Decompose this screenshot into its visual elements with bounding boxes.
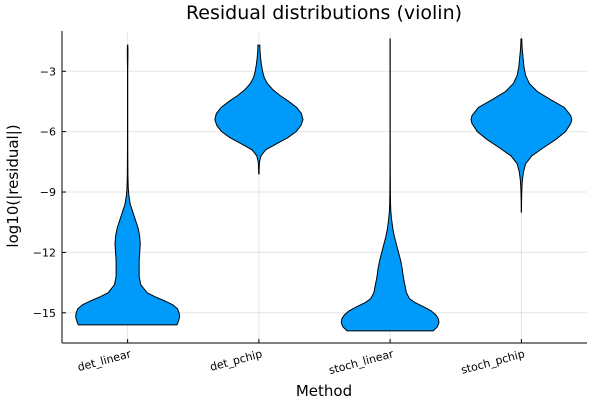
axes [61,31,587,344]
violin-stoch-linear [340,38,440,332]
x-tick-label: det_linear [76,347,133,374]
chart-title: Residual distributions (violin) [186,2,462,24]
y-tick-label: −9 [40,186,56,199]
violin-plots [75,38,573,332]
y-tick-label: −3 [40,65,56,78]
y-tick-label: −6 [40,126,56,139]
y-axis-label: log10(|residual|) [4,124,22,247]
violin-det-pchip [214,44,304,175]
x-ticks: det_linear det_pchip stoch_linear stoch_pch… [76,339,526,377]
y-tick-label: −12 [33,246,56,259]
violin-stoch-pchip [470,38,573,213]
y-ticks: −3 −6 −9 −12 −15 [33,65,66,320]
x-tick-label: stoch_pchip [460,347,526,376]
x-tick-label: stoch_linear [327,347,395,377]
x-tick-label: det_pchip [209,347,264,373]
y-tick-label: −15 [33,307,56,320]
violin-det-linear [75,44,181,326]
x-axis-label: Method [296,382,352,400]
